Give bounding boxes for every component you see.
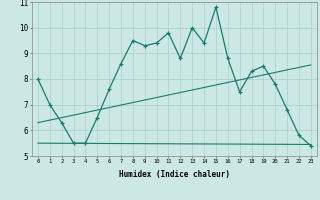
X-axis label: Humidex (Indice chaleur): Humidex (Indice chaleur) xyxy=(119,170,230,179)
